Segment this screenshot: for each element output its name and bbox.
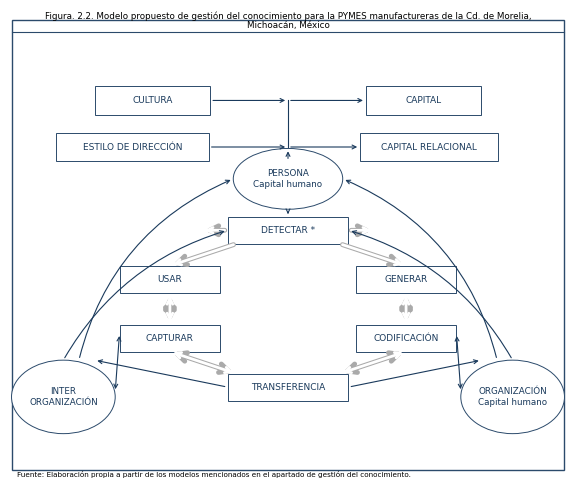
FancyBboxPatch shape bbox=[360, 133, 498, 161]
Text: Figura. 2.2. Modelo propuesto de gestión del conocimiento para la PYMES manufact: Figura. 2.2. Modelo propuesto de gestión… bbox=[45, 12, 531, 21]
Text: INTER
ORGANIZACIÓN: INTER ORGANIZACIÓN bbox=[29, 387, 98, 407]
FancyBboxPatch shape bbox=[355, 266, 456, 293]
FancyBboxPatch shape bbox=[355, 325, 456, 352]
FancyBboxPatch shape bbox=[228, 217, 348, 244]
Text: Fuente: Elaboración propia a partir de los modelos mencionados en el apartado de: Fuente: Elaboración propia a partir de l… bbox=[17, 471, 411, 478]
Ellipse shape bbox=[233, 148, 343, 209]
Text: USAR: USAR bbox=[158, 275, 182, 284]
Text: ESTILO DE DIRECCIÓN: ESTILO DE DIRECCIÓN bbox=[83, 143, 182, 151]
FancyBboxPatch shape bbox=[56, 133, 209, 161]
Text: Michoacán, México: Michoacán, México bbox=[247, 21, 329, 30]
Text: CAPTURAR: CAPTURAR bbox=[146, 334, 194, 343]
Text: GENERAR: GENERAR bbox=[384, 275, 428, 284]
Text: CAPITAL RELACIONAL: CAPITAL RELACIONAL bbox=[381, 143, 477, 151]
Text: ORGANIZACIÓN
Capital humano: ORGANIZACIÓN Capital humano bbox=[478, 387, 547, 407]
Text: CAPITAL: CAPITAL bbox=[406, 96, 441, 105]
Text: PERSONA
Capital humano: PERSONA Capital humano bbox=[253, 169, 323, 189]
FancyBboxPatch shape bbox=[120, 266, 220, 293]
FancyBboxPatch shape bbox=[228, 373, 348, 401]
Text: CODIFICACIÓN: CODIFICACIÓN bbox=[373, 334, 439, 343]
Text: TRANSFERENCIA: TRANSFERENCIA bbox=[251, 383, 325, 392]
FancyBboxPatch shape bbox=[366, 86, 481, 115]
FancyBboxPatch shape bbox=[120, 325, 220, 352]
Ellipse shape bbox=[461, 360, 564, 434]
FancyBboxPatch shape bbox=[95, 86, 210, 115]
Text: DETECTAR *: DETECTAR * bbox=[261, 226, 315, 235]
Text: CULTURA: CULTURA bbox=[132, 96, 173, 105]
Ellipse shape bbox=[12, 360, 115, 434]
